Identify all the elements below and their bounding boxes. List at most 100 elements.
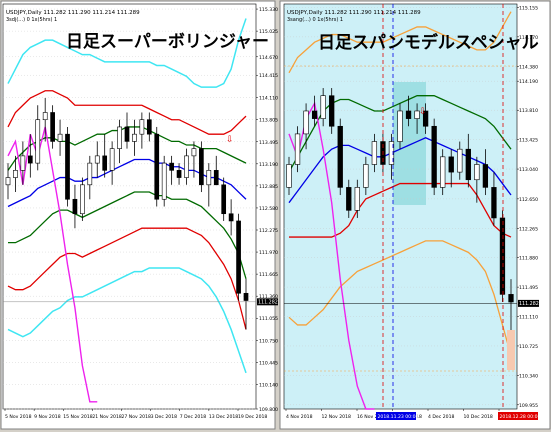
candle-body — [346, 187, 352, 211]
x-tick-label: 15 Nov 2018 — [63, 414, 92, 420]
line-2 — [7, 227, 247, 330]
current-price-box — [518, 299, 539, 307]
y-tick-label: 111.360 — [259, 294, 278, 300]
candle-body — [154, 133, 160, 200]
line-Lagging — [288, 101, 375, 410]
candle-body — [440, 156, 446, 188]
y-tick-label: 109.955 — [519, 403, 538, 409]
candle-body — [42, 112, 48, 121]
candle-body — [87, 162, 93, 186]
candle-body — [13, 170, 18, 178]
candle-body — [169, 162, 174, 171]
right-candles — [286, 88, 514, 333]
x-tick-label: 10 Dec 2018 — [464, 414, 493, 420]
y-tick-label: 115.155 — [519, 5, 538, 11]
candle-body — [422, 110, 429, 127]
left-current-price-marker: 111.282 — [3, 298, 278, 306]
candle-body — [5, 177, 11, 186]
x-tick-label: 7 Dec 2018 — [180, 414, 207, 420]
x-highlight-label: 2018.11.23 00:00 — [378, 414, 419, 420]
x-highlight-box — [376, 412, 416, 420]
x-tick-label: 16 Nov 2018 — [357, 414, 386, 420]
line-3 — [7, 267, 247, 374]
left-y-axis: 115.330 115.025 114.670 114.415 114.110 113.8… — [256, 7, 278, 413]
candle-body — [161, 162, 167, 200]
y-tick-label: 111.880 — [519, 256, 538, 262]
y-tick-label: 110.140 — [259, 382, 278, 388]
candle-body — [311, 110, 318, 119]
candle-body — [184, 155, 189, 178]
y-tick-label: 111.110 — [519, 315, 538, 321]
candle-body — [72, 198, 78, 215]
candle-body — [213, 170, 219, 186]
left-title-overlay: 日足スーパーボリンジャー — [66, 32, 269, 52]
left-x-axis: 5 Nov 2018 9 Nov 2018 15 Nov 2018 21 Nov 20… — [4, 409, 267, 420]
y-tick-label: 114.380 — [519, 65, 538, 71]
candle-body — [27, 155, 33, 164]
candle-body — [414, 110, 420, 119]
x-highlight-box — [498, 412, 538, 420]
line-Upper — [288, 11, 512, 74]
left-ohlc-line: USDJPY,Daily 111.282 111.290 111.214 111… — [6, 10, 140, 16]
x-tick-label: 19 Dec 2018 — [238, 414, 267, 420]
left-indicator-line: 3sdj(...) 0 1x(5hrs) 1 — [6, 17, 57, 23]
y-tick-label: 110.750 — [259, 338, 278, 344]
candle-body — [388, 141, 395, 165]
y-tick-label: 113.495 — [259, 140, 278, 146]
left-down-arrow-icon: ⇩ — [226, 135, 234, 145]
y-tick-label: 111.970 — [259, 250, 278, 256]
left-chart-window[interactable]: 115.330 115.025 114.670 114.415 114.110 113.8… — [0, 0, 278, 430]
y-tick-label: 114.190 — [519, 79, 538, 85]
left-candles — [5, 98, 249, 330]
x-tick-label: 12 Nov 2018 — [322, 414, 351, 420]
line-1 — [8, 191, 247, 280]
candle-body — [405, 110, 412, 119]
right-down-arrow-icon: ⇩ — [419, 107, 427, 117]
y-tick-label: 110.340 — [519, 373, 538, 379]
y-tick-label: 115.330 — [259, 7, 278, 13]
candle-body — [337, 125, 343, 188]
candle-body — [50, 112, 55, 142]
y-tick-label: 112.885 — [259, 184, 278, 190]
y-tick-label: 111.665 — [259, 272, 278, 278]
x-tick-label: 9 Nov 2018 — [34, 414, 61, 420]
right-chart-window[interactable]: 115.155 114.770 114.380 114.190 113.810 113.4… — [279, 0, 551, 430]
line-2 — [7, 90, 247, 135]
candle-body — [431, 125, 437, 188]
candle-body — [80, 184, 85, 215]
candle-body — [146, 119, 152, 135]
candle-body — [228, 213, 234, 222]
left-plot-area[interactable] — [2, 3, 257, 410]
candle-body — [448, 156, 454, 173]
y-tick-label: 114.415 — [259, 73, 278, 79]
x-tick-label: 4 Dec 2018 — [428, 414, 455, 420]
y-tick-label: 110.445 — [259, 360, 278, 366]
candle-body — [457, 148, 463, 173]
candle-body — [303, 110, 309, 135]
candle-body — [320, 95, 326, 119]
candle-body — [117, 126, 122, 149]
candle-body — [35, 119, 41, 164]
right-y-axis: 115.155 114.770 114.380 114.190 113.810 113.4… — [517, 5, 538, 409]
candle-body — [499, 217, 506, 295]
candle-body — [286, 164, 292, 188]
x-tick-label: 4 Nov 2018 — [286, 414, 313, 420]
y-tick-label: 112.650 — [519, 197, 538, 203]
candle-body — [482, 164, 489, 188]
y-tick-label: 114.770 — [519, 35, 538, 41]
line-Span — [289, 182, 512, 238]
candle-body — [57, 133, 63, 142]
y-tick-label: 111.495 — [519, 285, 538, 291]
y-tick-label: 112.580 — [259, 206, 278, 212]
x-tick-label: 21 Nov 2018 — [92, 414, 121, 420]
y-tick-label: 110.725 — [519, 344, 538, 350]
y-tick-label: 109.800 — [259, 407, 278, 413]
candle-body — [124, 126, 130, 142]
candle-body — [329, 95, 335, 127]
right-plot-area[interactable] — [283, 3, 518, 410]
candle-body — [508, 294, 514, 303]
line-MID — [7, 158, 247, 208]
y-tick-label: 113.425 — [519, 138, 538, 144]
candle-body — [491, 187, 497, 219]
candle-body — [221, 184, 227, 215]
